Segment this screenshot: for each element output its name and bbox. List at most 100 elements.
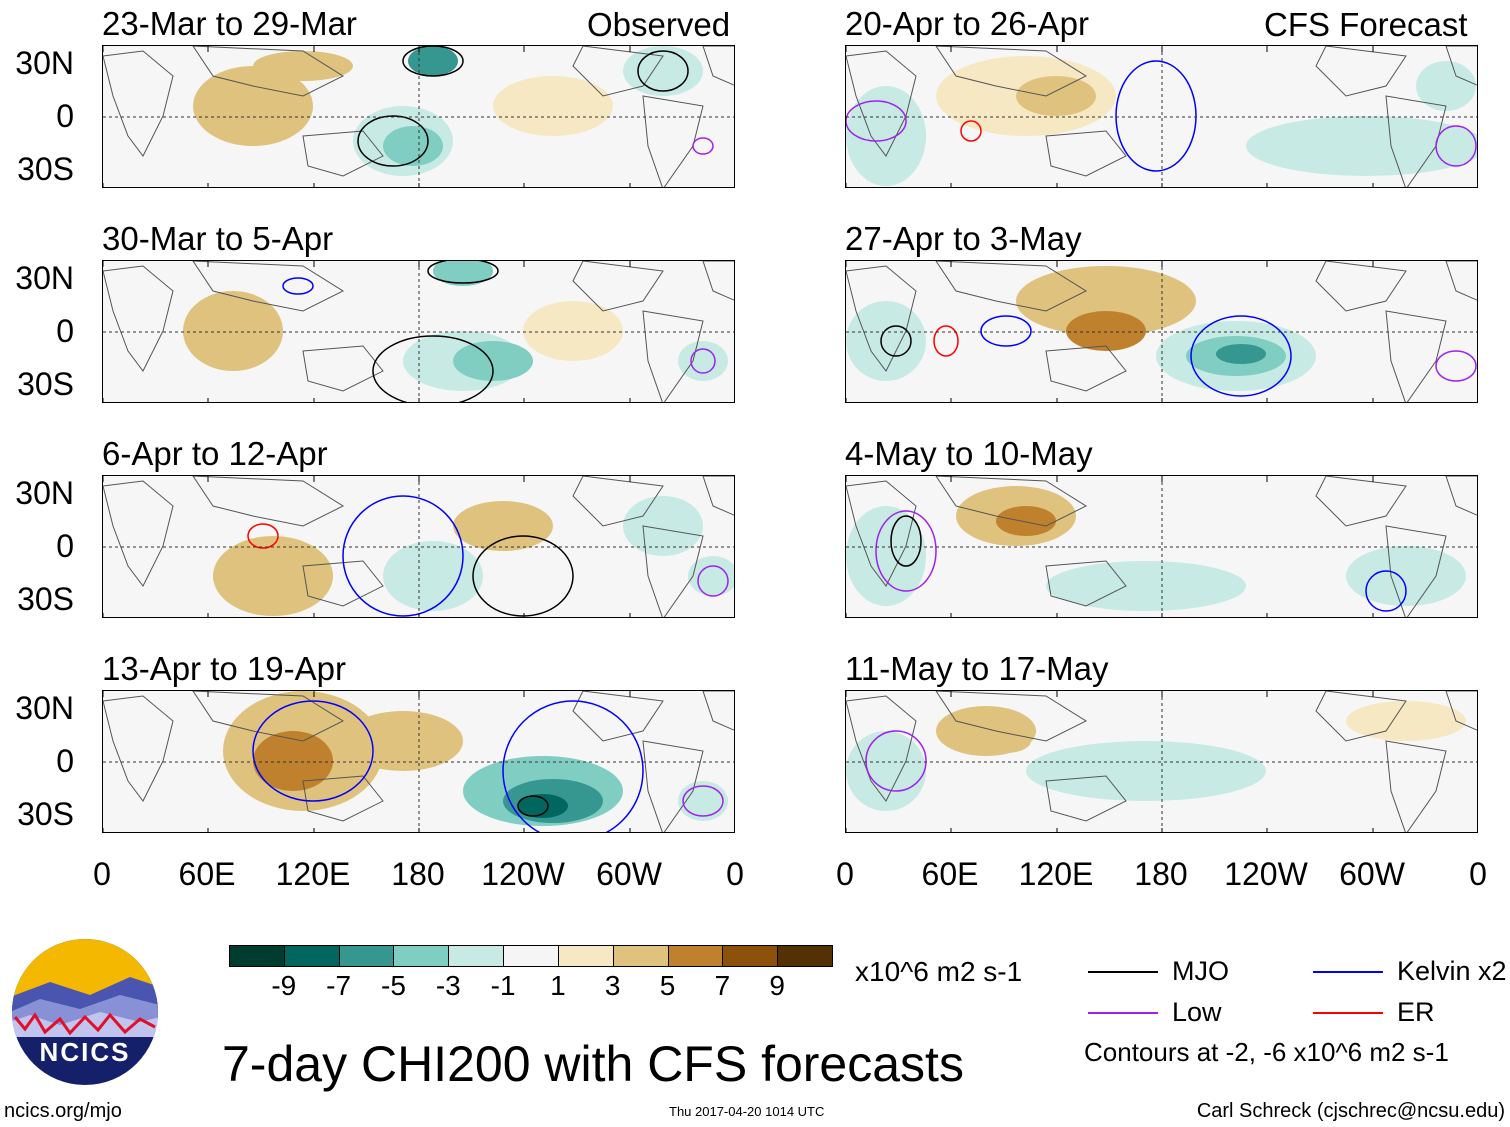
contour	[1190, 315, 1292, 397]
coastline	[302, 775, 384, 822]
lat-label: 30S	[17, 366, 74, 402]
colorbar-swatch	[229, 945, 285, 967]
map-panel	[845, 475, 1478, 618]
contour	[933, 325, 959, 357]
lat-label: 0	[56, 528, 74, 564]
coastline	[1315, 476, 1407, 527]
colorbar-swatch	[777, 945, 833, 967]
coastline	[846, 480, 917, 587]
lon-label: 120W	[1224, 856, 1308, 892]
coastline	[1315, 691, 1407, 742]
coastline	[1045, 130, 1127, 177]
coastline	[1385, 310, 1447, 402]
contour	[697, 565, 729, 597]
coastline	[103, 50, 174, 157]
colorbar-label: 7	[714, 970, 731, 1001]
lon-label: 120E	[1018, 856, 1094, 892]
panel-title: 23-Mar to 29-Mar	[102, 5, 357, 42]
coastline	[192, 46, 345, 97]
legend-label: ER	[1397, 997, 1435, 1027]
coastline	[302, 130, 384, 177]
anomaly-region	[433, 261, 493, 286]
anomaly-region	[408, 46, 458, 76]
contour-note: Contours at -2, -6 x10^6 m2 s-1	[1084, 1037, 1449, 1067]
anomaly-region	[1416, 61, 1476, 111]
colorbar-swatch	[557, 945, 614, 967]
coastline	[642, 95, 704, 187]
legend-line	[1313, 1012, 1383, 1014]
lon-label: 60E	[178, 856, 236, 892]
lon-label: 180	[1134, 856, 1188, 892]
contour	[865, 730, 927, 792]
map-panel	[102, 45, 735, 188]
lon-label: 60W	[596, 856, 662, 892]
coastline	[1445, 691, 1477, 731]
map-panel	[102, 690, 735, 833]
colorbar-label: 3	[604, 970, 621, 1001]
units-label: x10^6 m2 s-1	[855, 956, 1023, 987]
anomaly-region	[1346, 546, 1466, 606]
coastline	[1315, 261, 1407, 312]
colorbar-swatch	[448, 945, 505, 967]
anomaly-region	[678, 781, 728, 821]
colorbar-label: -3	[435, 970, 461, 1001]
colorbar-label: 1	[550, 970, 566, 1001]
anomaly-region	[1346, 701, 1466, 741]
panel-title: 30-Mar to 5-Apr	[102, 220, 334, 257]
colorbar-label: -9	[271, 970, 297, 1001]
coastline	[642, 740, 704, 832]
figure-title: 7-day CHI200 with CFS forecasts	[222, 1036, 964, 1092]
contour	[252, 700, 374, 802]
lat-label: 30S	[17, 151, 74, 187]
lat-label: 30N	[15, 45, 74, 81]
colorbar-label: -1	[490, 970, 516, 1001]
coastline	[103, 265, 174, 372]
coastline	[302, 560, 384, 607]
coastline	[192, 476, 345, 527]
panel-title: 11-May to 17-May	[845, 650, 1109, 687]
coastline	[935, 46, 1088, 97]
panel-title: 27-Apr to 3-May	[845, 220, 1082, 257]
coastline	[302, 345, 384, 392]
colorbar-label: -7	[326, 970, 352, 1001]
lat-label: 30N	[15, 690, 74, 726]
lon-label: 60E	[921, 856, 979, 892]
coastline	[1445, 261, 1477, 301]
map-panel	[845, 45, 1478, 188]
observed-label: Observed	[587, 6, 731, 43]
coastline	[702, 261, 734, 301]
contour	[517, 795, 549, 817]
coastline	[1445, 46, 1477, 86]
colorbar-swatch	[393, 945, 450, 967]
coastline	[572, 691, 664, 742]
contour	[402, 46, 464, 77]
map-panel	[845, 260, 1478, 403]
anomaly-region	[253, 731, 333, 791]
anomaly-region	[996, 506, 1056, 536]
anomaly-region	[1216, 344, 1266, 364]
colorbar-label: -5	[381, 970, 406, 1001]
lat-label: 0	[56, 98, 74, 134]
colorbar-swatch	[503, 945, 559, 967]
anomaly-region	[1016, 266, 1196, 336]
contour	[282, 277, 314, 295]
contour	[342, 495, 464, 617]
coastline	[935, 476, 1088, 527]
colorbar-label: 5	[659, 970, 676, 1001]
colorbar-swatch	[667, 945, 724, 967]
anomaly-region	[183, 291, 283, 371]
legend-line	[1313, 971, 1383, 973]
lat-label: 30S	[17, 796, 74, 832]
lon-label: 0	[836, 856, 854, 892]
lat-label: 0	[56, 743, 74, 779]
coastline	[192, 261, 345, 312]
contour	[682, 785, 724, 817]
coastline	[1385, 740, 1447, 832]
lon-label: 120W	[481, 856, 565, 892]
lat-label: 30N	[15, 260, 74, 296]
lon-label: 180	[391, 856, 445, 892]
anomaly-region	[453, 501, 553, 551]
contour	[1115, 60, 1197, 172]
contour	[472, 535, 574, 617]
